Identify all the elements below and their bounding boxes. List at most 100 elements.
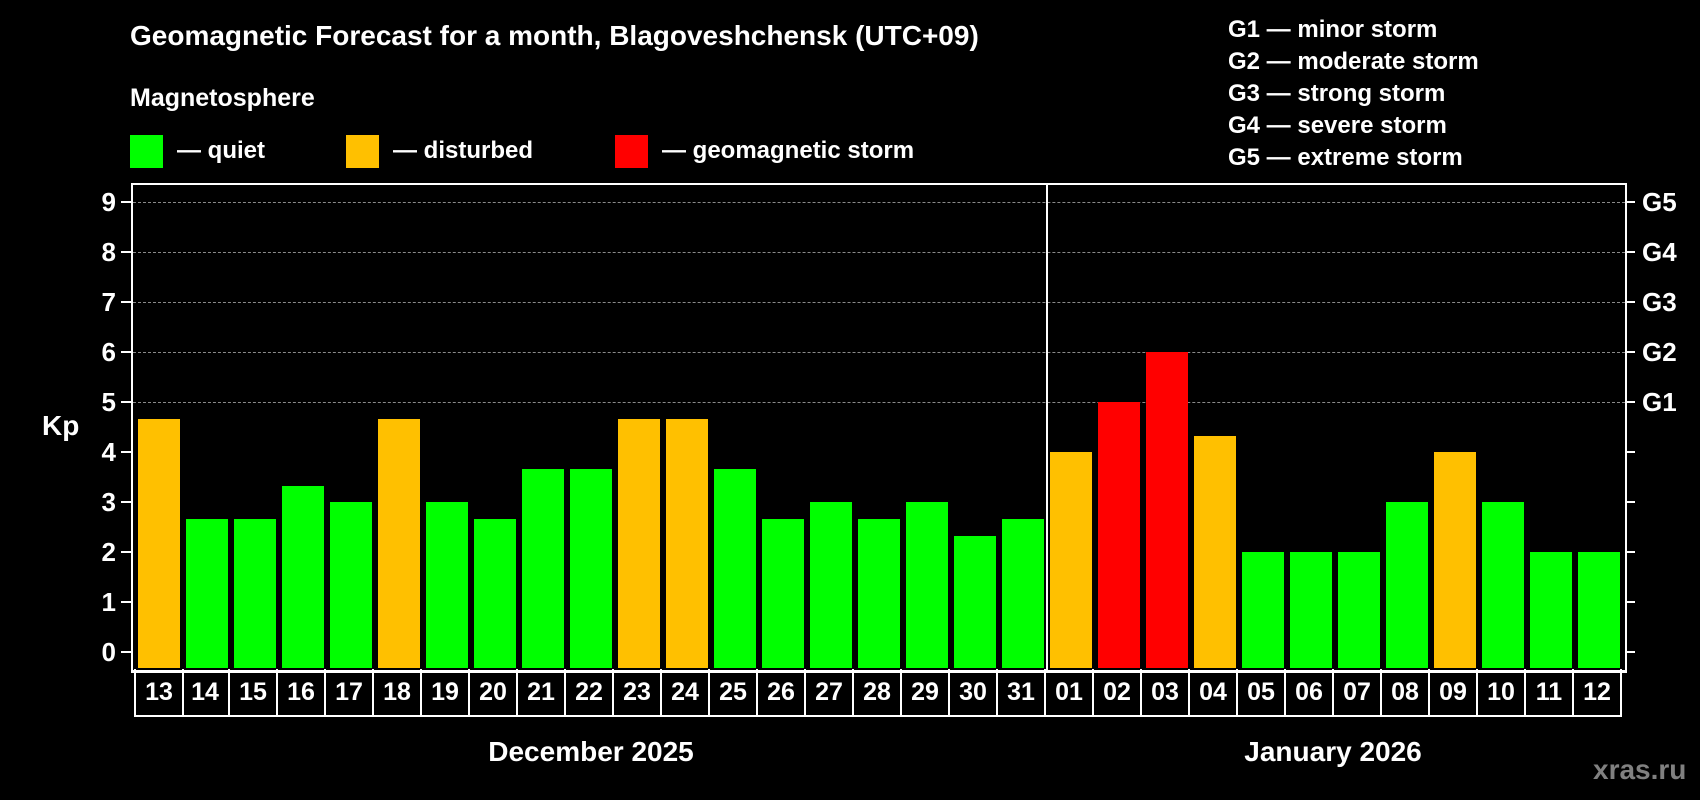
y-tick-label: 6	[101, 337, 116, 367]
date-label: 23	[614, 669, 662, 717]
y-tick-left	[121, 601, 131, 603]
date-label: 25	[710, 669, 758, 717]
kp-bar-quiet[interactable]	[1002, 519, 1044, 668]
g-level-label: G1	[1642, 387, 1677, 417]
kp-bar-quiet[interactable]	[762, 519, 804, 668]
storm-scale-g4: G4 — severe storm	[1228, 112, 1447, 139]
date-label: 04	[1190, 669, 1238, 717]
date-label: 07	[1334, 669, 1382, 717]
g-level-label: G4	[1642, 237, 1677, 267]
kp-bar-quiet[interactable]	[714, 469, 756, 668]
date-label: 16	[278, 669, 326, 717]
date-label: 26	[758, 669, 806, 717]
kp-bar-quiet[interactable]	[474, 519, 516, 668]
kp-bar-storm[interactable]	[1098, 402, 1140, 668]
kp-bar-quiet[interactable]	[1482, 502, 1524, 668]
storm-scale-legend: G1 — minor storm G2 — moderate storm G3 …	[1228, 14, 1479, 174]
kp-bar-disturbed[interactable]	[666, 419, 708, 668]
kp-bar-quiet[interactable]	[1290, 552, 1332, 668]
date-label: 27	[806, 669, 854, 717]
date-label: 29	[902, 669, 950, 717]
kp-bar-storm[interactable]	[1146, 352, 1188, 668]
date-label: 06	[1286, 669, 1334, 717]
kp-bar-quiet[interactable]	[954, 536, 996, 668]
storm-scale-g5: G5 — extreme storm	[1228, 144, 1463, 171]
date-label: 02	[1094, 669, 1142, 717]
y-tick-left	[121, 501, 131, 503]
y-tick-right	[1625, 351, 1635, 353]
kp-bar-quiet[interactable]	[186, 519, 228, 668]
kp-bar-quiet[interactable]	[810, 502, 852, 668]
kp-bar-disturbed[interactable]	[138, 419, 180, 668]
storm-scale-g2: G2 — moderate storm	[1228, 48, 1479, 75]
kp-bar-quiet[interactable]	[858, 519, 900, 668]
month-label-december: December 2025	[488, 736, 694, 767]
date-label: 31	[998, 669, 1046, 717]
disturbed-swatch	[346, 134, 379, 168]
storm-swatch	[615, 134, 648, 168]
y-tick-label: 4	[101, 437, 116, 467]
date-label: 18	[374, 669, 422, 717]
y-tick-label: 9	[101, 187, 116, 217]
date-label: 11	[1526, 669, 1574, 717]
date-label: 30	[950, 669, 998, 717]
y-tick-left	[121, 551, 131, 553]
y-tick-label: 5	[101, 387, 116, 417]
kp-bar-quiet[interactable]	[570, 469, 612, 668]
kp-bar-disturbed[interactable]	[1194, 436, 1236, 668]
storm-scale-g3: G3 — strong storm	[1228, 80, 1446, 107]
y-tick-label: 2	[101, 537, 116, 567]
y-tick-right	[1625, 301, 1635, 303]
y-tick-left	[121, 651, 131, 653]
y-tick-left	[121, 401, 131, 403]
plot-area	[131, 183, 1627, 673]
y-tick-label: 3	[101, 487, 116, 517]
kp-bar-quiet[interactable]	[330, 502, 372, 668]
kp-bar-quiet[interactable]	[426, 502, 468, 668]
date-label: 15	[230, 669, 278, 717]
date-label: 01	[1046, 669, 1094, 717]
kp-bar-disturbed[interactable]	[378, 419, 420, 668]
kp-bar-quiet[interactable]	[1530, 552, 1572, 668]
kp-bar-disturbed[interactable]	[1434, 452, 1476, 668]
g-level-label: G2	[1642, 337, 1677, 367]
date-label: 22	[566, 669, 614, 717]
storm-scale-g1: G1 — minor storm	[1228, 16, 1438, 43]
kp-bar-quiet[interactable]	[234, 519, 276, 668]
kp-bar-quiet[interactable]	[1338, 552, 1380, 668]
quiet-swatch	[130, 134, 163, 168]
kp-bar-disturbed[interactable]	[1050, 452, 1092, 668]
y-tick-label: 8	[101, 237, 116, 267]
legend-storm-label: — geomagnetic storm	[662, 137, 915, 164]
legend-disturbed: — disturbed	[346, 134, 533, 168]
kp-bar-quiet[interactable]	[282, 486, 324, 668]
y-tick-label: 1	[101, 587, 116, 617]
date-label: 19	[422, 669, 470, 717]
chart-title: Geomagnetic Forecast for a month, Blagov…	[130, 20, 979, 51]
gridline-7	[133, 302, 1625, 303]
legend-heading: Magnetosphere	[130, 84, 315, 112]
kp-bar-quiet[interactable]	[1578, 552, 1620, 668]
y-tick-left	[121, 251, 131, 253]
kp-bar-quiet[interactable]	[1242, 552, 1284, 668]
date-label: 03	[1142, 669, 1190, 717]
date-label: 09	[1430, 669, 1478, 717]
kp-bar-quiet[interactable]	[1386, 502, 1428, 668]
brand-watermark: xras.ru	[1593, 754, 1687, 785]
legend-storm: — geomagnetic storm	[615, 134, 914, 168]
y-tick-left	[121, 201, 131, 203]
g-level-label: G3	[1642, 287, 1677, 317]
date-label: 28	[854, 669, 902, 717]
date-label: 05	[1238, 669, 1286, 717]
y-tick-label: 7	[101, 287, 116, 317]
kp-bar-disturbed[interactable]	[618, 419, 660, 668]
kp-bar-quiet[interactable]	[522, 469, 564, 668]
kp-bar-quiet[interactable]	[906, 502, 948, 668]
legend-quiet: — quiet	[130, 134, 265, 168]
y-tick-right	[1625, 251, 1635, 253]
date-label: 10	[1478, 669, 1526, 717]
y-tick-right	[1625, 551, 1635, 553]
month-separator	[1046, 185, 1048, 670]
legend-quiet-label: — quiet	[177, 137, 265, 164]
y-axis-label: Kp	[42, 410, 80, 441]
